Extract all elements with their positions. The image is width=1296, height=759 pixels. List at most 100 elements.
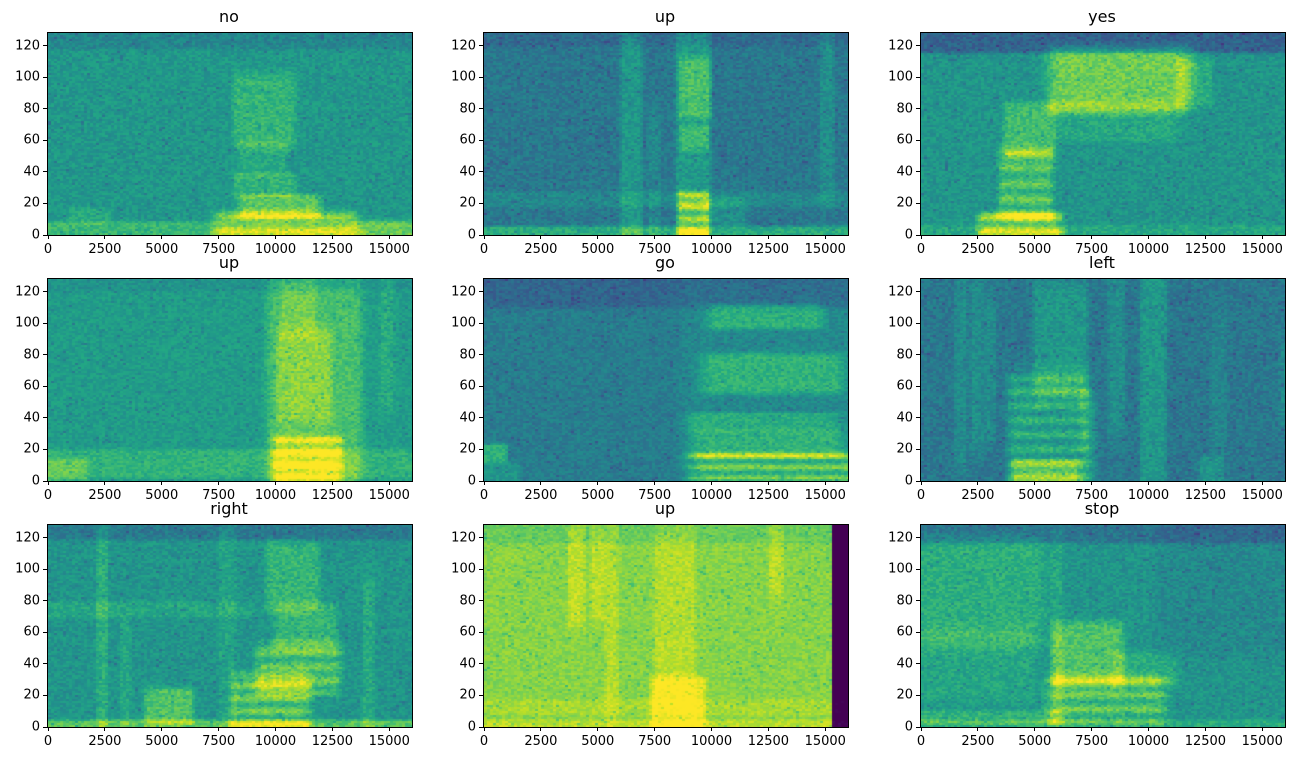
x-tick-mark (977, 727, 979, 731)
y-tick-label: 80 (23, 347, 40, 363)
y-tick-mark (479, 417, 483, 419)
x-tick-mark (1091, 727, 1093, 731)
y-tick-mark (43, 202, 47, 204)
y-tick-mark (916, 139, 920, 141)
y-tick-label: 100 (451, 69, 476, 85)
y-tick-label: 0 (31, 473, 40, 489)
y-tick-mark (479, 108, 483, 110)
x-tick-label: 12500 (1184, 242, 1227, 257)
y-tick-label: 20 (459, 195, 476, 211)
x-tick-label: 2500 (524, 242, 558, 257)
x-tick-label: 2500 (88, 488, 122, 503)
y-tick-label: 40 (459, 164, 476, 180)
x-tick-mark (920, 481, 922, 485)
x-tick-label: 5000 (145, 242, 179, 257)
y-tick-label: 80 (896, 101, 913, 117)
y-tick-mark (43, 234, 47, 236)
spectrogram-heatmap (48, 279, 412, 481)
x-tick-label: 2500 (961, 734, 995, 749)
y-tick-mark (479, 480, 483, 482)
x-tick-label: 10000 (254, 734, 297, 749)
x-tick-label: 7500 (1075, 488, 1109, 503)
x-tick-label: 5000 (581, 734, 615, 749)
x-tick-label: 10000 (690, 242, 733, 257)
y-tick-mark (479, 631, 483, 633)
y-tick-mark (916, 726, 920, 728)
y-tick-label: 20 (23, 195, 40, 211)
y-tick-mark (916, 354, 920, 356)
x-tick-label: 0 (43, 488, 53, 503)
x-tick-label: 15000 (1241, 734, 1283, 749)
y-tick-label: 20 (896, 195, 913, 211)
x-tick-mark (331, 727, 333, 731)
y-tick-mark (43, 537, 47, 539)
x-tick-mark (824, 235, 826, 239)
y-tick-label: 60 (459, 378, 476, 394)
x-tick-mark (161, 727, 163, 731)
y-tick-mark (479, 234, 483, 236)
y-tick-label: 60 (896, 132, 913, 148)
x-tick-mark (47, 235, 49, 239)
y-tick-mark (43, 291, 47, 293)
y-tick-label: 40 (896, 656, 913, 672)
x-tick-label: 5000 (145, 488, 179, 503)
y-tick-label: 40 (459, 656, 476, 672)
y-tick-mark (916, 385, 920, 387)
x-tick-label: 5000 (1018, 734, 1052, 749)
y-tick-label: 60 (459, 624, 476, 640)
spectrogram-heatmap (484, 33, 848, 235)
y-tick-label: 60 (23, 378, 40, 394)
y-tick-label: 120 (451, 38, 476, 54)
x-tick-mark (388, 235, 390, 239)
subplot-title: no (219, 7, 239, 26)
y-tick-mark (43, 417, 47, 419)
x-tick-label: 12500 (311, 734, 354, 749)
x-tick-label: 2500 (524, 488, 558, 503)
x-tick-label: 7500 (1075, 734, 1109, 749)
y-tick-label: 60 (23, 132, 40, 148)
y-tick-label: 20 (23, 687, 40, 703)
y-tick-mark (916, 234, 920, 236)
y-tick-label: 120 (888, 284, 913, 300)
y-tick-label: 60 (23, 624, 40, 640)
axes-box: 0 2500 5000 7500 10000 12500 15000 0 20 40 60 80 100… (451, 278, 849, 503)
x-tick-mark (1261, 481, 1263, 485)
y-tick-mark (43, 480, 47, 482)
x-tick-mark (1148, 727, 1149, 731)
x-tick-label: 15000 (1241, 242, 1283, 257)
y-tick-label: 100 (888, 69, 913, 85)
x-tick-label: 10000 (690, 734, 733, 749)
x-tick-label: 12500 (747, 242, 790, 257)
spectrogram-heatmap (921, 525, 1285, 727)
y-tick-label: 0 (467, 473, 476, 489)
y-tick-label: 100 (888, 561, 913, 577)
x-tick-label: 0 (479, 734, 489, 749)
x-tick-mark (331, 481, 333, 485)
y-tick-label: 100 (15, 315, 40, 331)
x-tick-label: 15000 (368, 242, 410, 257)
x-tick-mark (218, 481, 220, 485)
y-tick-mark (916, 76, 920, 78)
y-tick-mark (479, 726, 483, 728)
x-tick-label: 0 (479, 488, 489, 503)
x-tick-mark (104, 727, 106, 731)
y-tick-mark (43, 171, 47, 173)
x-tick-mark (483, 235, 485, 239)
y-tick-label: 80 (896, 347, 913, 363)
x-tick-mark (388, 727, 390, 731)
x-tick-label: 10000 (1127, 488, 1170, 503)
x-tick-mark (597, 727, 599, 731)
y-tick-label: 60 (459, 132, 476, 148)
y-tick-label: 80 (23, 101, 40, 117)
x-tick-label: 15000 (1241, 488, 1283, 503)
y-tick-label: 40 (23, 410, 40, 426)
y-tick-label: 120 (451, 284, 476, 300)
spectrogram-heatmap (921, 279, 1285, 481)
x-tick-mark (711, 481, 712, 485)
y-tick-label: 80 (459, 347, 476, 363)
y-tick-label: 20 (896, 687, 913, 703)
y-tick-label: 100 (15, 69, 40, 85)
x-tick-label: 7500 (202, 488, 236, 503)
y-tick-label: 0 (31, 227, 40, 243)
